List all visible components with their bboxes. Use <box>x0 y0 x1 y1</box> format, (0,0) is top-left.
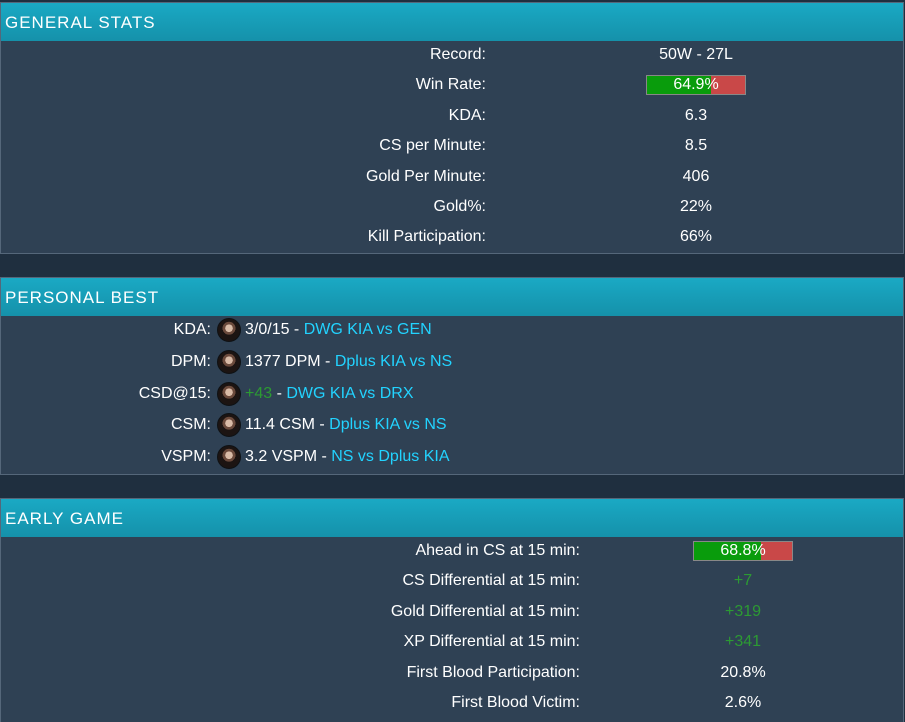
stat-label: Gold%: <box>433 198 486 215</box>
personal-best-detail: 11.4 CSM - Dplus KIA vs NS <box>245 411 447 439</box>
personal-best-stat: 3.2 VSPM <box>245 448 318 466</box>
personal-best-panel: PERSONAL BEST KDA: 3/0/15 - DWG KIA vs GE… <box>0 277 904 475</box>
general-stats-panel: GENERAL STATS Record: 50W - 27L Win Rate: 6… <box>0 2 904 254</box>
stat-value: 22% <box>679 198 713 215</box>
stat-row: Gold Per Minute: 406 <box>1 163 901 191</box>
personal-best-stat: 3/0/15 <box>245 321 290 338</box>
stat-value: 406 <box>682 167 710 185</box>
personal-best-label: CSD@15: <box>138 384 211 402</box>
stat-value: 50W - 27L <box>659 46 733 63</box>
stat-label: Kill Participation: <box>367 228 486 246</box>
personal-best-label: DPM: <box>171 352 211 370</box>
general-stats-header[interactable]: GENERAL STATS <box>1 3 903 41</box>
separator: - <box>272 384 287 402</box>
win-bar-fill <box>647 76 711 95</box>
win-bar-value: 64.9% <box>673 76 719 94</box>
stat-label: Ahead in CS at 15 min: <box>415 542 580 559</box>
stat-row: Record: 50W - 27L <box>1 41 901 69</box>
stat-label: First Blood Victim: <box>451 694 580 711</box>
personal-best-stat: 11.4 CSM <box>245 416 315 434</box>
game-link[interactable]: NS vs Dplus KIA <box>331 448 450 466</box>
personal-best-label: VSPM: <box>161 448 211 466</box>
personal-best-detail: +43 - DWG KIA vs DRX <box>245 380 413 408</box>
champion-avatar-icon <box>217 445 241 470</box>
win-bar: 64.9% <box>646 75 746 96</box>
personal-best-detail: 1377 DPM - Dplus KIA vs NS <box>245 348 452 376</box>
personal-best-detail: 3/0/15 - DWG KIA vs GEN <box>245 316 432 344</box>
personal-best-stat: 1377 DPM <box>245 352 321 370</box>
stat-label: KDA: <box>448 106 486 124</box>
separator: - <box>289 321 304 338</box>
game-link[interactable]: Dplus KIA vs NS <box>334 352 453 370</box>
personal-best-header[interactable]: PERSONAL BEST <box>1 278 903 316</box>
separator: - <box>317 448 332 466</box>
stat-label: Win Rate: <box>415 76 486 94</box>
stat-row: CS per Minute: 8.5 <box>1 132 901 160</box>
stat-value: 6.3 <box>684 106 708 124</box>
stat-label: Gold Per Minute: <box>365 167 486 185</box>
stat-value: 2.6% <box>724 694 762 711</box>
separator: - <box>320 352 335 370</box>
stat-label: Gold Differential at 15 min: <box>390 602 580 620</box>
stat-value: +7 <box>733 572 753 590</box>
stat-label: First Blood Participation: <box>406 663 580 681</box>
early-game-panel: EARLY GAME Ahead in CS at 15 min: 68.8% CS… <box>0 498 904 722</box>
stat-label: XP Differential at 15 min: <box>403 633 580 651</box>
win-bar-value: 68.8% <box>720 542 766 559</box>
stat-value: +341 <box>724 633 762 651</box>
personal-best-label: CSM: <box>171 416 211 434</box>
stat-value: +319 <box>724 602 762 620</box>
stat-label: CS per Minute: <box>379 137 486 155</box>
stat-row: First Blood Participation: 20.8% <box>1 659 901 687</box>
stat-value: 20.8% <box>720 663 766 681</box>
win-bar-fill <box>694 542 762 560</box>
champion-avatar-icon <box>217 381 241 406</box>
personal-best-row: KDA: 3/0/15 - DWG KIA vs GEN <box>1 316 901 344</box>
stat-row: Kill Participation: 66% <box>1 223 901 251</box>
stat-value: 66% <box>679 228 713 246</box>
champion-avatar-icon <box>217 413 241 438</box>
personal-best-row: VSPM: 3.2 VSPM - NS vs Dplus KIA <box>1 443 901 471</box>
stat-label: Record: <box>429 46 486 63</box>
stat-row: CS Differential at 15 min: +7 <box>1 567 901 595</box>
champion-avatar-icon <box>217 349 241 374</box>
win-bar: 68.8% <box>693 541 793 561</box>
champion-avatar-icon <box>217 318 241 342</box>
stat-row: Gold%: 22% <box>1 193 901 221</box>
personal-best-row: CSD@15: +43 - DWG KIA vs DRX <box>1 380 901 408</box>
personal-best-stat: +43 <box>245 384 273 402</box>
stat-label: CS Differential at 15 min: <box>402 572 580 590</box>
personal-best-label: KDA: <box>173 321 211 338</box>
personal-best-detail: 3.2 VSPM - NS vs Dplus KIA <box>245 443 450 471</box>
stat-value: 8.5 <box>684 137 708 155</box>
personal-best-row: CSM: 11.4 CSM - Dplus KIA vs NS <box>1 411 901 439</box>
game-link[interactable]: DWG KIA vs GEN <box>303 321 432 338</box>
stat-row: First Blood Victim: 2.6% <box>1 689 901 717</box>
stat-row: Win Rate: 64.9% <box>1 71 901 99</box>
stat-row: Gold Differential at 15 min: +319 <box>1 598 901 626</box>
stat-row: Ahead in CS at 15 min: 68.8% <box>1 537 901 565</box>
separator: - <box>314 416 330 434</box>
stat-row: KDA: 6.3 <box>1 102 901 130</box>
game-link[interactable]: DWG KIA vs DRX <box>286 384 414 402</box>
stat-row: XP Differential at 15 min: +341 <box>1 628 901 656</box>
game-link[interactable]: Dplus KIA vs NS <box>329 416 447 434</box>
personal-best-row: DPM: 1377 DPM - Dplus KIA vs NS <box>1 348 901 376</box>
early-game-header[interactable]: EARLY GAME <box>1 499 903 537</box>
